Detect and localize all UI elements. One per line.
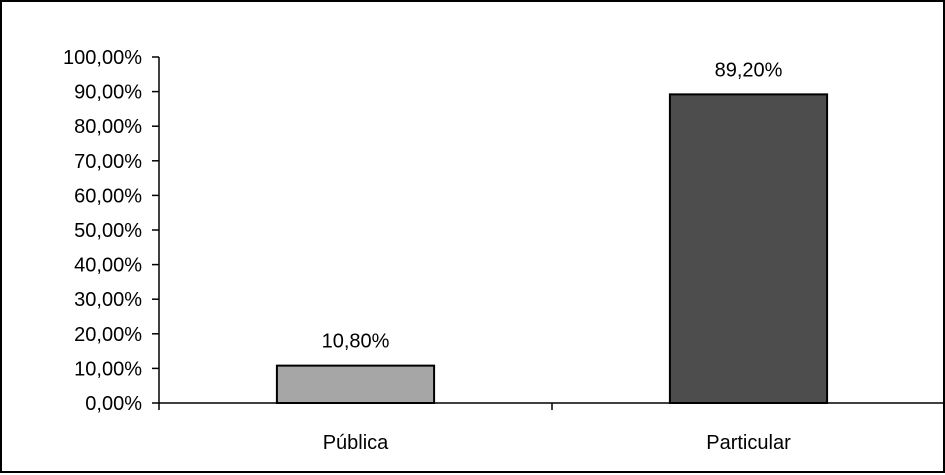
y-tick-label: 90,00% bbox=[74, 82, 142, 104]
x-axis: Pública Particular bbox=[158, 402, 945, 454]
x-category-label: Particular bbox=[706, 432, 791, 454]
y-tick-label: 100,00% bbox=[63, 47, 142, 69]
bar-value-label: 10,80% bbox=[322, 331, 390, 353]
y-tick-label: 30,00% bbox=[74, 289, 142, 311]
y-tick-label: 0,00% bbox=[85, 393, 142, 415]
y-axis: 0,00% 10,00% 20,00% 30,00% 40,00% 50,00% 60,00… bbox=[63, 47, 160, 415]
bar-value-label: 89,20% bbox=[715, 59, 783, 81]
x-category-label: Pública bbox=[323, 432, 389, 454]
y-tick-label: 80,00% bbox=[74, 116, 142, 138]
y-tick-label: 50,00% bbox=[74, 220, 142, 242]
y-tick-label: 70,00% bbox=[74, 151, 142, 173]
y-tick-label: 60,00% bbox=[74, 185, 142, 207]
bar-0 bbox=[275, 364, 436, 404]
y-tick-label: 10,00% bbox=[74, 358, 142, 380]
bar-1 bbox=[668, 93, 829, 404]
y-tick-label: 20,00% bbox=[74, 324, 142, 346]
bars: 10,80% 89,20% bbox=[275, 59, 829, 404]
y-tick-label: 40,00% bbox=[74, 255, 142, 277]
